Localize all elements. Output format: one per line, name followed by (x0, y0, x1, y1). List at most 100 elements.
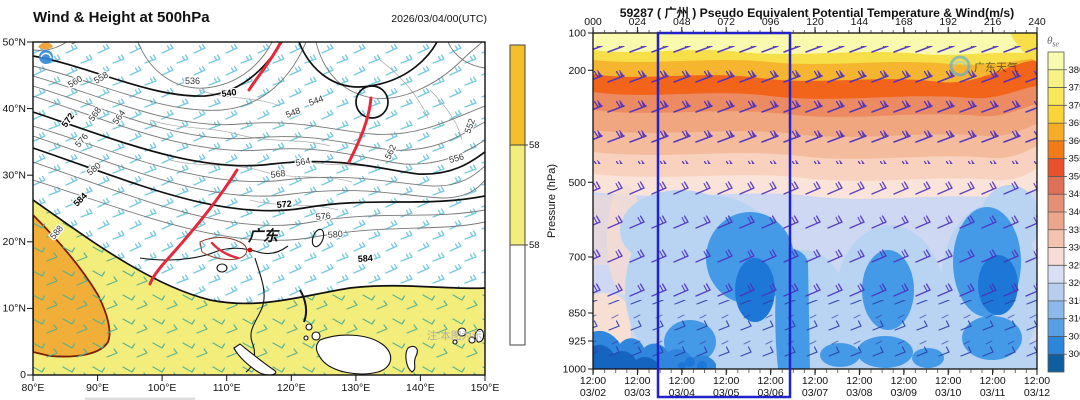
svg-text:80°E: 80°E (22, 382, 45, 394)
wind-barbs-upper (593, 46, 1037, 164)
svg-text:03/08: 03/08 (846, 387, 872, 399)
trough-lines (148, 42, 373, 286)
svg-text:12:00: 12:00 (802, 375, 828, 387)
svg-text:50°N: 50°N (3, 37, 26, 49)
valid-datetime: 2026/03/04/00(UTC) (391, 13, 487, 25)
svg-text:350: 350 (1069, 171, 1080, 182)
svg-text:100: 100 (568, 28, 586, 40)
svg-text:572: 572 (276, 198, 292, 210)
trough-line-3 (148, 168, 239, 286)
guangdong-outline (199, 237, 248, 261)
svg-text:320: 320 (1069, 278, 1080, 289)
svg-text:200: 200 (568, 65, 586, 77)
colorbar-segment (510, 45, 525, 145)
svg-text:120°E: 120°E (277, 382, 306, 394)
svg-text:375: 375 (1069, 83, 1080, 94)
theta-se-field: 广东天气 (593, 33, 1037, 369)
svg-text:536: 536 (185, 76, 200, 86)
svg-text:03/02: 03/02 (580, 387, 606, 399)
svg-text:100°E: 100°E (148, 382, 177, 394)
svg-text:10°N: 10°N (3, 303, 26, 315)
svg-text:12:00: 12:00 (757, 375, 783, 387)
svg-text:144: 144 (851, 16, 869, 28)
svg-text:150°E: 150°E (471, 382, 500, 394)
theta-se-colorbar: θse 380 375 (1047, 35, 1080, 373)
svg-text:12:00: 12:00 (891, 375, 917, 387)
svg-text:40°N: 40°N (3, 103, 26, 115)
svg-text:925: 925 (568, 336, 586, 348)
pressure-axis-label: Pressure (hPa) (546, 164, 558, 238)
trough-line-4 (210, 241, 240, 260)
svg-text:580: 580 (327, 229, 343, 240)
svg-text:30°N: 30°N (3, 170, 26, 182)
lon-labels: 80°E 90°E 100°E 110°E 120°E 130°E 140°E … (22, 382, 500, 394)
cutoff-low-contour (355, 85, 389, 119)
svg-text:12:00: 12:00 (846, 375, 872, 387)
colorbar-title: θse (1047, 35, 1060, 49)
svg-text:12:00: 12:00 (713, 375, 739, 387)
svg-text:584: 584 (357, 253, 373, 264)
svg-text:315: 315 (1069, 296, 1080, 307)
svg-text:540: 540 (221, 87, 237, 99)
right-title: 59287 ( 广州 ) Pseudo Equivalent Potential… (620, 5, 1014, 20)
colorbar-segment (510, 145, 525, 245)
colorbar-tick-labels: 380 375 370 365 360 355 350 345 340 335 … (1069, 65, 1080, 360)
pressure-ticks (588, 32, 593, 370)
svg-text:355: 355 (1069, 154, 1080, 165)
right-panel-cross-section: 59287 ( 广州 ) Pseudo Equivalent Potential… (546, 5, 1080, 399)
svg-text:568: 568 (270, 168, 286, 180)
svg-text:048: 048 (673, 16, 691, 28)
svg-text:140°E: 140°E (406, 382, 435, 394)
svg-text:700: 700 (568, 252, 586, 264)
svg-text:03/05: 03/05 (713, 387, 739, 399)
svg-text:130°E: 130°E (342, 382, 371, 394)
svg-text:03/10: 03/10 (935, 387, 961, 399)
svg-text:110°E: 110°E (213, 382, 241, 394)
pressure-labels: 100 200 500 700 850 925 1000 (563, 28, 587, 376)
svg-text:12:00: 12:00 (624, 375, 650, 387)
svg-text:03/06: 03/06 (757, 387, 783, 399)
svg-text:12:00: 12:00 (979, 375, 1005, 387)
svg-text:300: 300 (1069, 349, 1080, 360)
svg-text:120: 120 (806, 16, 824, 28)
svg-text:168: 168 (895, 16, 913, 28)
svg-text:03/12: 03/12 (1024, 387, 1050, 399)
svg-text:000: 000 (584, 16, 602, 28)
colorbar-tick-586: 586 (529, 240, 540, 251)
contour-lines-thick (33, 42, 485, 305)
highlight-window-box (656, 31, 792, 399)
logo-swirl-icon (39, 50, 53, 64)
svg-text:0: 0 (20, 369, 26, 381)
region-label-guangdong: 广东 (247, 227, 280, 245)
wind-barbs-mid (593, 168, 1037, 300)
gd-weather-watermark: 广东天气 (949, 55, 1018, 77)
province-boundaries (149, 59, 463, 211)
svg-text:850: 850 (568, 308, 586, 320)
cutoff-caption-sliver (85, 397, 195, 400)
wind-barbs-low (593, 300, 1037, 362)
svg-text:20°N: 20°N (3, 236, 26, 248)
lon-ticks (32, 375, 486, 381)
svg-text:340: 340 (1069, 207, 1080, 218)
svg-text:90°E: 90°E (86, 382, 109, 394)
trough-line-2 (347, 96, 373, 164)
svg-text:03/04: 03/04 (669, 387, 695, 399)
svg-text:12:00: 12:00 (1024, 375, 1050, 387)
gd-weather-logo-small (38, 42, 53, 64)
height-colorbar: 588 586 (509, 44, 540, 346)
lat-ticks (27, 41, 33, 376)
svg-text:12:00: 12:00 (669, 375, 695, 387)
svg-text:365: 365 (1069, 118, 1080, 129)
svg-text:03/09: 03/09 (891, 387, 917, 399)
left-title: Wind & Height at 500hPa (33, 9, 210, 26)
logo-petal-icon (38, 42, 53, 50)
logo-swirl-icon (949, 55, 971, 77)
svg-text:216: 216 (984, 16, 1002, 28)
svg-text:310: 310 (1069, 314, 1080, 325)
colorbar-segment (510, 245, 525, 345)
svg-text:500: 500 (568, 177, 586, 189)
top-axis-labels: 000 024 048 072 096 120 144 168 192 216 … (584, 16, 1046, 28)
svg-text:360: 360 (1069, 136, 1080, 147)
contour-lines-thin (33, 42, 485, 241)
